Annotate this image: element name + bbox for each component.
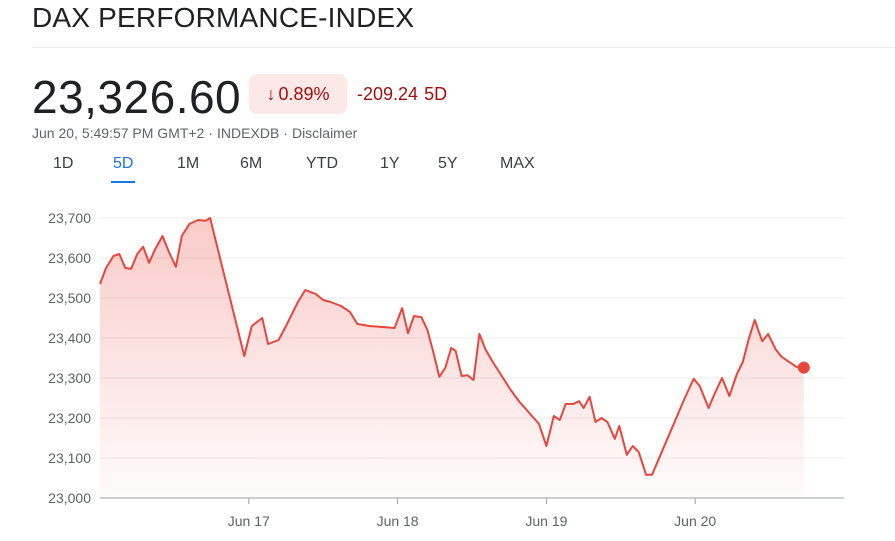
y-tick-label: 23,300 [48,370,91,386]
percent-change-value: 0.89% [278,83,330,104]
meta-separator: · [208,125,214,141]
y-tick-label: 23,000 [48,490,91,506]
quote-meta: Jun 20, 5:49:57 PM GMT+2 · INDEXDB · Disclai… [32,125,357,141]
current-price: 23,326.60 [32,71,242,123]
tab-1m[interactable]: 1M [177,155,200,172]
header-divider [32,47,895,48]
disclaimer-link[interactable]: Disclaimer [291,125,358,141]
quote-timestamp: Jun 20, 5:49:57 PM GMT+2 [32,125,205,141]
y-axis-ticks: 23,000 23,100 23,200 23,300 23,400 23,500 23,6… [48,210,91,506]
y-tick-label: 23,700 [48,210,91,226]
arrow-down-icon: ↓ [266,83,276,104]
tab-6m[interactable]: 6M [240,155,263,172]
y-tick-label: 23,400 [48,330,91,346]
data-source: INDEXDB [217,125,280,141]
tab-5y[interactable]: 5Y [438,155,458,172]
absolute-change-value: -209.24 [357,84,419,104]
y-tick-label: 23,200 [48,410,91,426]
page-title: DAX PERFORMANCE-INDEX [32,2,415,33]
percent-change-badge: ↓ 0.89% [249,74,347,114]
tab-ytd[interactable]: YTD [306,155,338,172]
tab-5d[interactable]: 5D [110,155,136,183]
y-tick-label: 23,500 [48,290,91,306]
x-tick-label: Jun 19 [525,513,567,529]
y-tick-label: 23,100 [48,450,91,466]
x-axis-ticks: Jun 17 Jun 18 Jun 19 Jun 20 [228,498,716,529]
current-price-marker [797,361,810,374]
absolute-change: -209.24 5D [357,84,447,105]
x-tick-label: Jun 18 [377,513,419,529]
y-tick-label: 23,600 [48,250,91,266]
range-tabs: 1D 5D 1M 6M YTD 1Y 5Y MAX [0,155,600,185]
price-area-fill [100,218,804,498]
tab-max[interactable]: MAX [500,155,535,172]
tab-1y[interactable]: 1Y [380,155,400,172]
x-tick-label: Jun 17 [228,513,270,529]
x-tick-label: Jun 20 [674,513,716,529]
change-range-label: 5D [424,84,448,104]
tab-1d[interactable]: 1D [53,155,74,172]
meta-separator: · [283,125,288,141]
price-line [99,217,804,476]
